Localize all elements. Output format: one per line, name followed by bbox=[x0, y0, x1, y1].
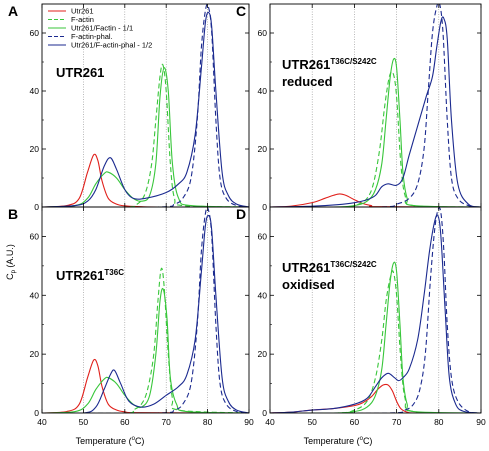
series-group bbox=[270, 207, 481, 413]
y-tick-label: 60 bbox=[30, 28, 40, 38]
series-line-utr261-f-actin-phal-1-2 bbox=[270, 214, 481, 413]
panel-subtitle: oxidised bbox=[282, 277, 335, 292]
panel-title: UTR261T36C bbox=[56, 268, 124, 283]
y-tick-label: 40 bbox=[258, 86, 268, 96]
y-tick-label: 60 bbox=[30, 231, 40, 241]
series-group bbox=[42, 207, 249, 413]
y-tick-label: 0 bbox=[262, 408, 267, 418]
series-line-utr261 bbox=[270, 383, 481, 413]
plot-frame bbox=[41, 206, 250, 414]
x-tick-label: 40 bbox=[265, 417, 275, 427]
y-tick-label: 0 bbox=[34, 202, 39, 212]
series-line-utr261-factin-1-1 bbox=[42, 287, 249, 413]
panel-letter: C bbox=[236, 3, 246, 19]
panel-a: 0 20 40 60 A UTR261 Utr261F-actinUtr261/Factin… bbox=[8, 3, 250, 212]
legend-label: Utr261 bbox=[71, 7, 94, 16]
y-tick-label: 20 bbox=[30, 144, 40, 154]
panel-letter: B bbox=[8, 206, 18, 222]
y-tick-label: 20 bbox=[30, 349, 40, 359]
panel-letter: A bbox=[8, 3, 18, 19]
x-tick-label: 40 bbox=[37, 417, 47, 427]
series-line-f-actin-phal- bbox=[42, 207, 249, 413]
x-tick-label: 50 bbox=[307, 417, 317, 427]
y-tick-label: 20 bbox=[258, 349, 268, 359]
series-line-utr261-factin-1-1 bbox=[270, 261, 481, 413]
x-tick-label: 60 bbox=[350, 417, 360, 427]
y-tick-label: 40 bbox=[258, 290, 268, 300]
legend-label: F-actin bbox=[71, 15, 94, 24]
x-tick-label: 70 bbox=[392, 417, 402, 427]
series-line-utr261-factin-1-1 bbox=[42, 67, 249, 207]
x-axis-label-right: Temperature (oC) bbox=[304, 436, 373, 446]
x-tick-label: 80 bbox=[203, 417, 213, 427]
y-tick-label: 40 bbox=[30, 86, 40, 96]
series-line-f-actin bbox=[42, 63, 249, 207]
legend-label: Utr261/Factin - 1/1 bbox=[71, 24, 133, 33]
y-tick-label: 0 bbox=[262, 202, 267, 212]
series-line-utr261-f-actin-phal-1-2 bbox=[42, 11, 249, 207]
x-axis-label-left: Temperature (oC) bbox=[76, 436, 145, 446]
x-tick-label: 70 bbox=[161, 417, 171, 427]
series-group bbox=[270, 4, 481, 207]
y-tick-label: 60 bbox=[258, 231, 268, 241]
plot-frame bbox=[269, 206, 482, 414]
series-line-utr261-factin-1-1 bbox=[270, 57, 481, 207]
series-line-f-actin bbox=[270, 71, 481, 207]
y-axis-label: Cp (A.U.) bbox=[5, 244, 17, 280]
panel-b: 0 20 40 60 40 50 60 70 80 90 B UTR261T36C bbox=[8, 206, 254, 427]
x-tick-label: 80 bbox=[434, 417, 444, 427]
series-line-utr261 bbox=[42, 358, 249, 413]
legend-label: F-actin-phal. bbox=[71, 32, 113, 41]
series-line-f-actin bbox=[42, 267, 249, 413]
panel-title: UTR261 bbox=[56, 65, 104, 80]
panel-subtitle: reduced bbox=[282, 74, 333, 89]
y-tick-label: 0 bbox=[34, 408, 39, 418]
series-line-f-actin-phal- bbox=[270, 207, 481, 413]
y-tick-label: 60 bbox=[258, 28, 268, 38]
panel-c: 0 20 40 60 C UTR261T36C/S242C reduced bbox=[236, 3, 482, 212]
x-tick-label: 50 bbox=[79, 417, 89, 427]
x-tick-label: 90 bbox=[244, 417, 254, 427]
panel-title: UTR261T36C/S242C bbox=[282, 57, 377, 72]
y-tick-label: 40 bbox=[30, 290, 40, 300]
panel-title: UTR261T36C/S242C bbox=[282, 260, 377, 275]
x-tick-label: 60 bbox=[120, 417, 130, 427]
series-line-f-actin bbox=[270, 270, 481, 413]
series-line-f-actin-phal- bbox=[270, 4, 481, 207]
series-line-utr261-f-actin-phal-1-2 bbox=[42, 214, 249, 413]
legend-label: Utr261/F-actin-phal - 1/2 bbox=[71, 41, 152, 50]
y-tick-label: 20 bbox=[258, 144, 268, 154]
x-tick-label: 90 bbox=[476, 417, 486, 427]
panel-letter: D bbox=[236, 206, 246, 222]
panel-d: 0 20 40 60 40 50 60 70 80 90 D UTR261T36C/S242C oxid… bbox=[236, 206, 486, 427]
series-line-utr261-f-actin-phal-1-2 bbox=[270, 16, 481, 207]
series-line-f-actin-phal- bbox=[42, 4, 249, 207]
series-line-utr261 bbox=[270, 193, 481, 207]
